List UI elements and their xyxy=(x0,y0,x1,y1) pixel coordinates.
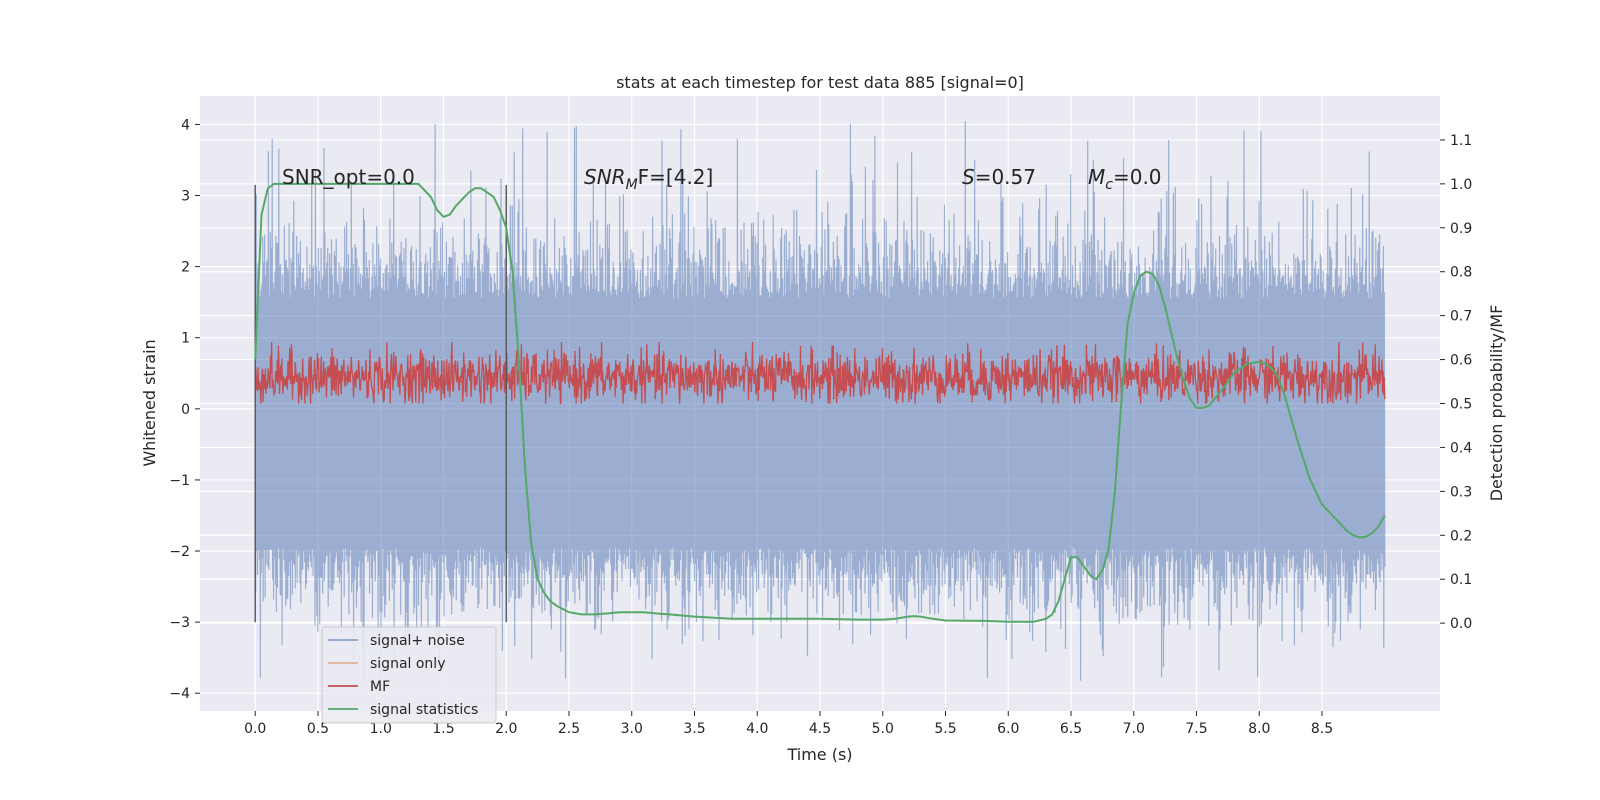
x-tick-label: 1.0 xyxy=(370,721,392,737)
x-tick-label: 6.0 xyxy=(997,721,1019,737)
y-right-tick-label: 0.6 xyxy=(1450,353,1472,369)
x-tick-label: 4.5 xyxy=(809,721,831,737)
y-right-tick-label: 0.3 xyxy=(1450,484,1472,500)
x-tick-label: 2.5 xyxy=(558,721,580,737)
mc-val: =0.0 xyxy=(1113,165,1162,189)
y-right-tick-label: 0.9 xyxy=(1450,221,1472,237)
s-var: S xyxy=(962,165,975,189)
mc-var: M xyxy=(1088,165,1105,189)
signal-statistics-series xyxy=(254,182,1386,623)
y-left-axis-title: Whitened strain xyxy=(140,339,159,466)
y-left-axis-ticks: 4 3 2 1 0 −1 −2 −3 −4 xyxy=(169,117,200,702)
y-left-tick-label: 0 xyxy=(181,402,190,418)
y-right-axis-title: Detection probability/MF xyxy=(1487,305,1506,502)
y-left-tick-label: 4 xyxy=(181,117,190,133)
snr-mf-sub: M xyxy=(626,177,638,193)
x-tick-label: 5.0 xyxy=(872,721,894,737)
y-left-tick-label: −4 xyxy=(169,686,190,702)
x-tick-label: 4.0 xyxy=(746,721,768,737)
x-tick-label: 0.0 xyxy=(244,721,266,737)
y-left-tick-label: −2 xyxy=(169,544,190,560)
signal-noise-series xyxy=(254,121,1386,682)
x-tick-label: 1.5 xyxy=(432,721,454,737)
mf-series xyxy=(254,341,1386,405)
y-right-axis-ticks: 1.1 1.0 0.9 0.8 0.7 0.6 0.5 0.4 0.3 0.2 0.1 0.0 xyxy=(1440,133,1472,632)
legend: signal+ noise signal only MF signal stat… xyxy=(321,626,497,724)
y-right-tick-label: 0.4 xyxy=(1450,440,1472,456)
annotation-s: S=0.57 xyxy=(962,165,1036,189)
signal-noise-line xyxy=(254,121,1386,682)
chart-title: stats at each timestep for test data 885… xyxy=(616,73,1024,92)
y-right-tick-label: 1.0 xyxy=(1450,177,1472,193)
annotation-mc: Mc=0.0 xyxy=(1088,165,1162,193)
x-tick-label: 2.0 xyxy=(495,721,517,737)
annotation-snr-opt: SNR_opt=0.0 xyxy=(282,165,415,189)
x-tick-label: 8.0 xyxy=(1248,721,1270,737)
legend-label-mf: MF xyxy=(370,679,390,695)
y-right-tick-label: 1.1 xyxy=(1450,133,1472,149)
x-tick-label: 5.5 xyxy=(934,721,956,737)
y-left-tick-label: −3 xyxy=(169,615,190,631)
annotation-snr-mf: SNRMF=[4.2] xyxy=(584,165,713,193)
snr-mf-after: F=[4.2] xyxy=(638,165,714,189)
x-axis-title: Time (s) xyxy=(786,745,852,764)
y-left-tick-label: −1 xyxy=(169,473,190,489)
x-tick-label: 7.0 xyxy=(1123,721,1145,737)
y-right-tick-label: 0.1 xyxy=(1450,572,1472,588)
y-left-tick-label: 3 xyxy=(181,189,190,205)
y-right-tick-label: 0.0 xyxy=(1450,616,1472,632)
y-left-tick-label: 1 xyxy=(181,331,190,347)
x-tick-label: 3.5 xyxy=(683,721,705,737)
y-right-tick-label: 0.8 xyxy=(1450,265,1472,281)
vertical-markers xyxy=(254,184,507,623)
mf-line xyxy=(254,341,1386,405)
x-tick-label: 3.0 xyxy=(621,721,643,737)
y-right-tick-label: 0.7 xyxy=(1450,309,1472,325)
snr-mf-base: SNR xyxy=(584,165,626,189)
legend-box xyxy=(321,626,497,724)
x-axis-ticks: 0.0 0.5 1.0 1.5 2.0 2.5 3.0 3.5 4.0 4.5 5.0 5.5 6.0 6… xyxy=(244,711,1333,737)
x-tick-label: 0.5 xyxy=(307,721,329,737)
legend-label-signal-only: signal only xyxy=(370,656,445,672)
y-right-tick-label: 0.5 xyxy=(1450,397,1472,413)
legend-label-signal-statistics: signal statistics xyxy=(370,702,478,718)
x-tick-label: 8.5 xyxy=(1311,721,1333,737)
y-left-tick-label: 2 xyxy=(181,260,190,276)
x-tick-label: 6.5 xyxy=(1060,721,1082,737)
y-right-tick-label: 0.2 xyxy=(1450,528,1472,544)
x-tick-label: 7.5 xyxy=(1185,721,1207,737)
s-val: =0.57 xyxy=(975,165,1036,189)
signal-statistics-line xyxy=(254,182,1386,623)
legend-label-signal-noise: signal+ noise xyxy=(370,633,465,649)
mc-sub: c xyxy=(1105,177,1113,193)
